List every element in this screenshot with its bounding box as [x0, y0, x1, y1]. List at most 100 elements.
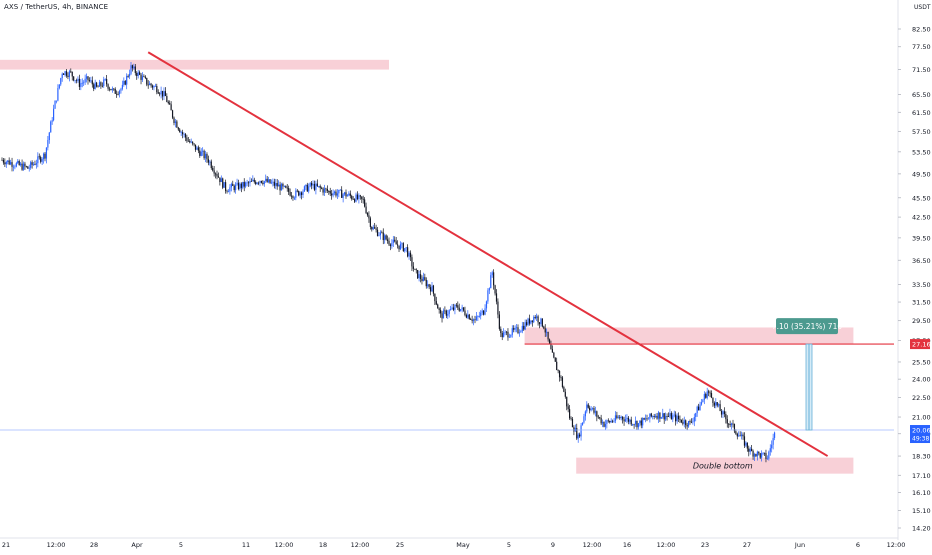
candle-body	[207, 159, 209, 163]
candle-body	[657, 412, 660, 419]
y-tick-label: 33.50	[912, 281, 931, 289]
candle-body	[655, 415, 657, 417]
candle-body	[682, 422, 684, 424]
candle-body	[689, 421, 691, 422]
candle-body	[302, 191, 304, 195]
target-price-bg	[910, 339, 930, 350]
candle-body	[596, 411, 598, 417]
target-price-label: 27.16	[912, 341, 931, 349]
candle-body	[60, 78, 62, 85]
candle-body	[409, 252, 412, 258]
candle-body	[732, 423, 734, 425]
candle-body	[653, 416, 655, 417]
candle-body	[558, 370, 561, 378]
candle-body	[65, 71, 68, 76]
candle-body	[428, 284, 430, 288]
candle-body	[758, 451, 760, 454]
candle-body	[22, 163, 25, 170]
candle-body	[342, 194, 344, 198]
candle-body	[538, 322, 541, 325]
candle-body	[338, 189, 340, 194]
candle-body	[30, 162, 32, 168]
candle-body	[702, 399, 704, 403]
candle-body	[180, 132, 182, 133]
candle-body	[41, 159, 43, 162]
candle-body	[665, 416, 667, 420]
y-tick-label: 25.50	[912, 358, 931, 366]
candle-body	[332, 193, 334, 196]
candle-body	[669, 413, 671, 417]
candle-body	[643, 418, 645, 420]
candle-body	[266, 178, 268, 183]
candle-body	[278, 184, 280, 187]
candle-body	[220, 178, 222, 183]
candle-body	[395, 241, 397, 245]
candle-body	[729, 424, 731, 426]
candle-body	[630, 419, 632, 425]
candle-body	[680, 419, 682, 423]
candle-body	[404, 248, 406, 252]
candle-body	[589, 407, 591, 411]
candle-body	[169, 103, 171, 105]
candle-body	[93, 84, 95, 89]
candle-body	[501, 333, 503, 338]
candle-body	[10, 162, 12, 165]
candle-body	[457, 305, 459, 308]
candle-body	[766, 458, 768, 460]
candle-body	[147, 84, 149, 86]
candle-body	[369, 218, 371, 227]
candle-body	[88, 80, 91, 81]
candle-body	[769, 448, 771, 452]
candle-body	[419, 274, 422, 279]
candle-body	[322, 188, 324, 193]
x-tick-label: 6	[856, 541, 860, 549]
x-tick-label: Jun	[794, 541, 805, 549]
candle-body	[128, 73, 131, 77]
candle-body	[612, 420, 614, 422]
candle-body	[719, 404, 721, 412]
candle-body	[319, 186, 321, 188]
candle-body	[111, 88, 113, 91]
candle-body	[156, 86, 158, 93]
zone-3	[576, 457, 854, 474]
candle-body	[429, 287, 432, 292]
candle-body	[507, 331, 509, 338]
candle-body	[268, 179, 270, 183]
candle-body	[288, 188, 290, 192]
candle-body	[171, 110, 174, 118]
candle-body	[437, 304, 439, 309]
candle-body	[514, 327, 516, 330]
candle-body	[672, 415, 674, 420]
candle-body	[564, 391, 566, 397]
candle-body	[389, 244, 392, 247]
candle-body	[570, 418, 572, 419]
y-tick-label: 71.50	[912, 66, 931, 74]
candle-body	[275, 183, 277, 186]
candle-body	[31, 162, 33, 165]
candle-body	[696, 406, 698, 414]
candle-body	[130, 65, 132, 74]
candle-body	[272, 181, 274, 183]
candle-body	[586, 404, 588, 412]
candle-body	[154, 86, 156, 87]
candle-body	[63, 73, 65, 75]
x-tick-label: 5	[179, 541, 183, 549]
candle-body	[203, 150, 205, 159]
candle-body	[728, 423, 730, 425]
candle-body	[450, 309, 452, 311]
candle-body	[547, 331, 549, 340]
candle-body	[265, 178, 267, 182]
candle-body	[225, 182, 227, 191]
candle-body	[644, 418, 647, 420]
candle-body	[352, 198, 354, 200]
candle-body	[478, 316, 480, 317]
candle-body	[444, 310, 446, 312]
candle-body	[646, 418, 648, 420]
candle-body	[738, 435, 740, 437]
candle-body	[693, 416, 695, 422]
candle-body	[600, 417, 602, 424]
candle-body	[494, 285, 496, 294]
candle-body	[280, 183, 283, 191]
candle-body	[526, 322, 528, 326]
trendline	[147, 51, 829, 457]
